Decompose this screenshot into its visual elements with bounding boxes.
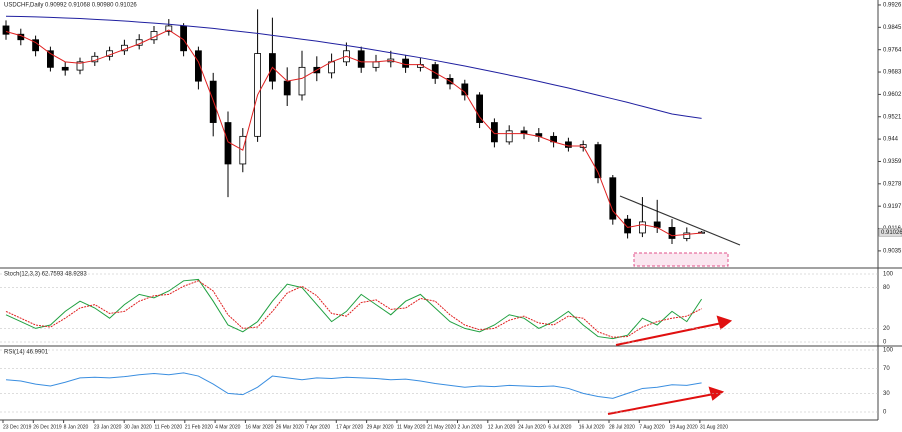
x-tick-label: 28 Jul 2020 bbox=[609, 424, 635, 430]
x-tick-label: 8 Jan 2020 bbox=[64, 424, 89, 430]
candle-body bbox=[402, 58, 410, 68]
current-price: 0.91026 bbox=[881, 230, 902, 236]
x-tick-label: 19 Aug 2020 bbox=[670, 424, 698, 430]
trendline bbox=[619, 195, 741, 246]
x-tick-label: 11 Feb 2020 bbox=[155, 424, 183, 430]
y-tick-label: 100 bbox=[883, 348, 894, 354]
x-tick-label: 17 Apr 2020 bbox=[336, 424, 363, 430]
candle-body bbox=[165, 25, 173, 32]
y-tick-label: 0.9845 bbox=[883, 25, 902, 31]
candle-body bbox=[476, 94, 484, 123]
candle-body bbox=[298, 66, 306, 96]
y-tick-label: 100 bbox=[883, 272, 894, 278]
x-tick-label: 30 Jan 2020 bbox=[124, 424, 152, 430]
arrow bbox=[615, 315, 733, 346]
moving-average bbox=[5, 15, 702, 119]
y-tick-label: 0.9035 bbox=[883, 248, 902, 254]
x-tick-label: 26 Mar 2020 bbox=[276, 424, 304, 430]
candle-body bbox=[357, 50, 365, 68]
y-tick-label: 20 bbox=[883, 326, 890, 332]
candle-body bbox=[683, 232, 691, 239]
x-tick-label: 4 Mar 2020 bbox=[215, 424, 241, 430]
x-tick-label: 29 Apr 2020 bbox=[367, 424, 394, 430]
y-tick-label: 0 bbox=[883, 410, 887, 416]
moving-average bbox=[5, 29, 702, 237]
rsi-label: RSI(14) 46.9901 bbox=[4, 350, 49, 356]
x-tick-label: 24 Jun 2020 bbox=[518, 424, 546, 430]
candle-body bbox=[565, 141, 572, 148]
x-tick-label: 16 Jul 2020 bbox=[579, 424, 605, 430]
y-tick-label: 0 bbox=[883, 340, 887, 346]
support-zone bbox=[633, 252, 729, 267]
x-tick-label: 6 Jul 2020 bbox=[548, 424, 571, 430]
chart-title: USDCHF,Daily 0.90992 0.91068 0.90980 0.9… bbox=[4, 3, 137, 9]
x-tick-label: 21 May 2020 bbox=[427, 424, 456, 430]
candle-body bbox=[624, 218, 631, 234]
y-tick-label: 0.944 bbox=[883, 137, 899, 143]
candle-body bbox=[2, 25, 10, 35]
candle-body bbox=[505, 130, 513, 143]
x-tick-label: 2 Jun 2020 bbox=[458, 424, 483, 430]
stoch-label: Stoch(12,3,3) 62.7593 48.9283 bbox=[4, 272, 87, 278]
x-tick-label: 31 Aug 2020 bbox=[700, 424, 728, 430]
candle-body bbox=[490, 122, 498, 143]
y-tick-label: 0.9602 bbox=[883, 92, 902, 98]
candle-body bbox=[668, 227, 676, 239]
y-tick-label: 0.9521 bbox=[883, 114, 902, 120]
x-tick-label: 7 Apr 2020 bbox=[306, 424, 330, 430]
candle-body bbox=[47, 50, 54, 68]
x-tick-label: 23 Jan 2020 bbox=[94, 424, 122, 430]
y-tick-label: 0.9197 bbox=[883, 204, 902, 210]
candle-body bbox=[283, 80, 291, 96]
y-tick-label: 80 bbox=[883, 285, 890, 291]
x-tick-label: 11 May 2020 bbox=[397, 424, 426, 430]
y-tick-label: 0.9278 bbox=[883, 181, 902, 187]
x-tick-label: 7 Aug 2020 bbox=[639, 424, 665, 430]
stoch-signal bbox=[5, 280, 702, 338]
candle-body bbox=[76, 61, 84, 71]
y-tick-label: 0.9683 bbox=[883, 70, 902, 76]
x-tick-label: 21 Feb 2020 bbox=[185, 424, 213, 430]
rsi-line bbox=[5, 372, 702, 399]
candle-body bbox=[639, 221, 646, 234]
candle-body bbox=[461, 83, 469, 96]
x-tick-label: 12 Jun 2020 bbox=[488, 424, 516, 430]
candle-body bbox=[594, 144, 602, 179]
candle-body bbox=[61, 66, 69, 71]
x-tick-label: 23 Dec 2019 bbox=[3, 424, 32, 430]
y-tick-label: 70 bbox=[883, 366, 890, 372]
candle-body bbox=[194, 50, 202, 82]
candle-body bbox=[609, 177, 617, 220]
stoch-main bbox=[5, 278, 703, 340]
y-tick-label: 0.9926 bbox=[883, 3, 902, 9]
y-tick-label: 0.9359 bbox=[883, 159, 902, 165]
x-tick-label: 16 Mar 2020 bbox=[245, 424, 273, 430]
y-tick-label: 30 bbox=[883, 391, 890, 397]
price-box bbox=[878, 227, 902, 237]
y-tick-label: 0.9764 bbox=[883, 47, 902, 53]
x-tick-label: 26 Dec 2019 bbox=[33, 424, 62, 430]
candle-body bbox=[372, 61, 380, 68]
